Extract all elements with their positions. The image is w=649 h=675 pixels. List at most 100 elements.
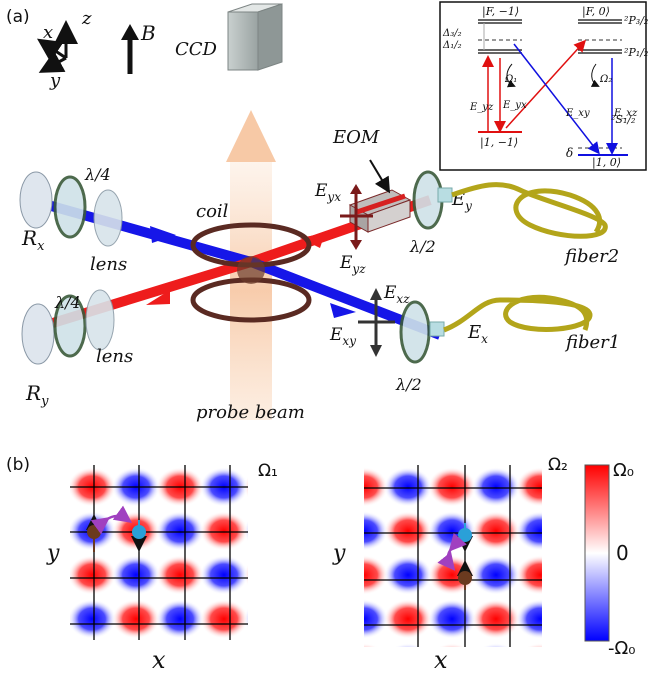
lattice-cell [427,467,477,507]
lattice-cell [428,423,476,463]
axes-icon [37,20,78,73]
lattice-cell [24,423,72,463]
lattice-cell [384,423,432,463]
spin-pair-right [437,523,473,590]
right-xlabel: x [434,646,448,674]
axis-x-label: x [43,22,53,43]
eyz-inset-label: E_yz [469,102,494,113]
lattice-cell [199,555,248,595]
lattice-cell [427,599,477,639]
colorbar-bottom-label: -Ω₀ [608,638,635,659]
lattice-cell [70,610,73,628]
lattice-cell [199,599,248,639]
lattice-cell [383,599,433,639]
lattice-cell [155,599,205,639]
lattice-cell [24,643,72,675]
ccd-label: CCD [175,39,218,60]
lattice-cell [70,599,117,639]
axis-z-label: z [81,8,92,29]
quarter-wave-plate-top [53,175,87,239]
lattice-cell [155,555,205,595]
quarter-bot-label: λ/4 [54,293,81,312]
lattice-cell [243,607,248,631]
ket-left-label: |1, −1⟩ [480,136,518,150]
ry-label: Ry [25,381,49,409]
lattice-cell [364,555,389,595]
exy-inset-label: E_xy [565,108,590,119]
axis-y-label: y [49,70,61,91]
lattice-cell [296,423,344,463]
colorbar-mid-label: 0 [616,541,629,565]
quarter-top-label: λ/4 [84,165,111,184]
panel-a-tag: (a) [6,7,30,27]
lattice-cell [364,599,389,639]
half-bot-label: λ/2 [395,375,422,394]
polarization-eyx-eyz-icon [340,184,373,250]
lattice-cell [156,423,204,463]
spin-pair-left [86,505,147,552]
eom-label: EOM [332,127,380,148]
delta32-label: Δ₃/₂ [442,28,462,39]
lattice-cell [243,563,248,587]
panel-b-tag: (b) [6,455,30,475]
lattice-cell [472,423,520,463]
omega2-label: Ω₂ [599,74,612,85]
lattice-cell [200,423,248,463]
p12-label: ²P₁/₂ [624,46,648,59]
lattice-cell [296,467,344,507]
lattice-cell [515,555,542,595]
lattice-cell [515,511,542,551]
quarter-wave-plate-bottom [53,294,87,358]
lattice-cell [155,511,205,551]
exy-label: Exy [329,325,356,348]
lattice-cell [340,423,388,463]
lens-bot-label: lens [96,346,133,367]
lattice-cell [437,643,467,647]
lattice-cell [70,555,117,595]
mirror-rx [19,171,53,229]
lattice-cell [364,643,379,647]
lattice-cell [111,599,161,639]
delta-label: δ [566,146,573,160]
s12-label: ²S₁/₂ [611,113,635,126]
eom-pointer-arrow [369,159,391,194]
eyz-label: Eyz [339,253,366,276]
lattice-omega1 [24,423,292,675]
omega2-map-label: Ω₂ [548,455,568,475]
state-f-0-label: |F, 0⟩ [582,5,610,19]
ccd-camera [227,3,283,71]
colorbar [584,464,610,642]
right-ylabel: y [332,541,346,566]
eyx-label: Eyx [314,181,341,204]
lattice-cell [393,643,423,647]
lens-top-label: lens [90,254,127,275]
fiber2 [451,182,608,239]
lattice-cell [471,555,521,595]
omega1-label: Ω₁ [504,74,517,85]
lattice-cell [383,511,433,551]
coil-label: coil [196,201,229,222]
left-ylabel: y [46,541,60,566]
lattice-cell [112,423,160,463]
lattice-cell [471,599,521,639]
omega1-map-label: Ω₁ [258,461,278,481]
lattice-cell [296,643,344,675]
colorbar-top-label: Ω₀ [613,460,634,481]
state-f-minus1-label: |F, −1⟩ [482,5,519,19]
lattice-cell [364,511,389,551]
exz-inset-label: E_xz [613,108,638,119]
ket-right-label: |1, 0⟩ [592,156,621,170]
fiber1 [443,294,593,333]
lattice-cell [383,555,433,595]
mirror-ry [21,303,55,365]
lattice-cell [383,467,433,507]
lattice-cell [244,423,292,463]
lattice-cell [68,423,116,463]
ex-label: Ex [467,322,488,346]
level-diagram-inset [439,1,647,171]
eyx-inset-label: E_yx [502,100,527,111]
polarization-exz-exy-icon [358,288,395,357]
probe-beam [226,110,276,420]
axis-b-label: B [140,21,156,45]
